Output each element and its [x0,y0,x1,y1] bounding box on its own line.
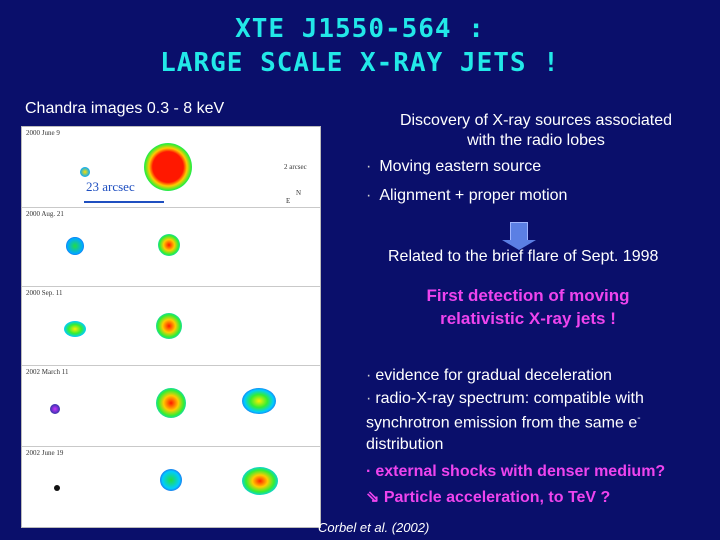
central-source [156,388,186,418]
central-source [160,469,182,491]
bullet-moving-eastern: · Moving eastern source [366,158,541,176]
compass-east: E [286,197,291,205]
west-source [66,237,84,255]
discovery-line1: Discovery of X-ray sources associated [399,112,673,129]
bullet-text: Alignment + proper motion [379,187,568,204]
west-source [64,321,86,337]
panel-date: 2000 Aug. 21 [26,210,64,218]
compass-scale: 2 arcsec [284,163,307,171]
image-panel-3: 2000 Sep. 11 [22,287,320,366]
scale-label: 23 arcsec [86,179,135,194]
down-arrow-head-icon [502,240,536,250]
west-source [50,404,60,414]
bullet-alignment: · Alignment + proper motion [366,187,567,205]
image-panel-5: 2002 June 19 [22,447,320,527]
west-source [80,167,90,177]
evidence-text: synchrotron emission from the same e [366,414,638,432]
panel-date: 2002 March 11 [26,368,69,376]
west-source [54,485,60,491]
chandra-image-stack: 2000 June 9 23 arcsec 2 arcsec N E 2000 … [21,126,321,528]
bullet-icon: · [366,463,372,480]
image-panel-1: 2000 June 9 23 arcsec 2 arcsec N E [22,127,320,208]
scale-bar [84,201,164,203]
evidence-deceleration: · evidence for gradual deceleration [366,367,612,385]
first-detection-line1: First detection of moving [426,286,630,305]
panel-date: 2000 Sep. 11 [26,289,63,297]
shocks-label: external shocks with denser medium? [375,463,666,480]
evidence-synchrotron: synchrotron emission from the same e- [366,413,641,432]
discovery-line2: with the radio lobes [467,132,605,149]
compass-north: N [296,189,302,197]
panel-date: 2002 June 19 [26,449,64,457]
diagonal-arrow-icon: ⇘ [366,489,380,506]
acceleration-text: ⇘ Particle acceleration, to TeV ? [366,487,610,507]
slide-title-line1: XTE J1550-564 : [235,14,485,44]
image-panel-2: 2000 Aug. 21 [22,208,320,287]
bullet-icon: · [366,390,372,407]
bullet-icon: · [366,367,372,384]
first-detection-line2: relativistic X-ray jets ! [440,309,616,328]
chandra-caption: Chandra images 0.3 - 8 keV [25,100,225,117]
central-source [144,143,192,191]
related-flare-text: Related to the brief flare of Sept. 1998 [388,248,659,265]
slide-title-line2: LARGE SCALE X-RAY JETS ! [160,48,560,78]
image-panel-4: 2002 March 11 [22,366,320,447]
bullet-icon: · [366,187,372,204]
evidence-spectrum: · radio-X-ray spectrum: compatible with [366,390,644,408]
east-source [242,467,278,495]
bullet-text: Moving eastern source [379,158,542,175]
east-source [242,388,276,414]
shocks-text: · external shocks with denser medium? [366,463,665,481]
acceleration-label: Particle acceleration, to TeV ? [383,489,611,506]
evidence-distribution: distribution [366,436,444,453]
central-source [158,234,180,256]
panel-date: 2000 June 9 [26,129,60,137]
electron-superscript: - [637,413,641,424]
evidence-text: evidence for gradual deceleration [375,367,612,384]
bullet-icon: · [366,158,372,175]
citation: Corbel et al. (2002) [318,520,430,535]
central-source [156,313,182,339]
evidence-text: radio-X-ray spectrum: compatible with [375,390,644,407]
